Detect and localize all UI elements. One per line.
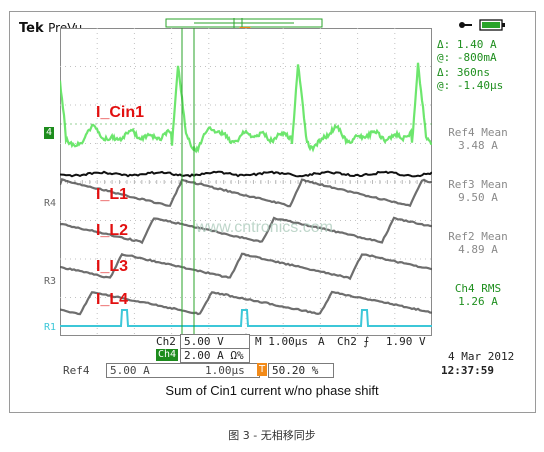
ref1-marker[interactable]: R1 [44, 322, 56, 333]
oscilloscope-display[interactable]: www.cntronics.com [60, 28, 432, 336]
timebase-label: M 1.00µs [255, 335, 308, 348]
ch4-scale-box[interactable]: 2.00 A Ω% [180, 348, 250, 363]
time-readout: 12:37:59 [441, 364, 494, 377]
trace-label-icin1: I_Cin1 [96, 104, 144, 122]
ch2-label: Ch2 [156, 335, 176, 348]
ref3-marker[interactable]: R3 [44, 276, 56, 287]
ref4-scale-box[interactable]: 5.00 A 1.00µs [106, 363, 260, 378]
brand-name: Tek [19, 21, 44, 36]
cursor-at-current: @: -800mA [437, 51, 497, 64]
trigger-pos-box[interactable]: 50.20 % [268, 363, 334, 378]
ref4-marker[interactable]: R4 [44, 198, 56, 209]
measurement-ref2-mean: Ref2 Mean 4.89 A [438, 230, 518, 256]
date-readout: 4 Mar 2012 [448, 350, 514, 363]
measurement-ref4-mean: Ref4 Mean 3.48 A [438, 126, 518, 152]
measurement-ch4-rms: Ch4 RMS 1.26 A [438, 282, 518, 308]
measurement-ref3-mean: Ref3 Mean 9.50 A [438, 178, 518, 204]
trace-label-il1: I_L1 [96, 186, 128, 204]
graticule [60, 28, 432, 336]
trace-label-il3: I_L3 [96, 258, 128, 276]
trigger-settings: Ch2 ⨍ 1.90 V [337, 335, 426, 348]
battery-icon [458, 18, 508, 32]
trigger-label: A [318, 335, 325, 348]
watermark: www.cntronics.com [195, 219, 333, 236]
ch2-scale-box[interactable]: 5.00 V [180, 334, 250, 349]
figure-caption-chinese: 图 3 - 无相移同步 [0, 427, 544, 443]
trace-label-il4: I_L4 [96, 291, 128, 309]
cursor-at-time: @: -1.40µs [437, 79, 503, 92]
trace-label-il2: I_L2 [96, 222, 128, 240]
trigger-pos-marker: T [257, 363, 267, 376]
cursor-readout-time: Δ: 360ns @: -1.40µs [437, 66, 503, 92]
ref4-label: Ref4 [63, 364, 90, 377]
ch4-marker[interactable]: 4 [44, 127, 54, 139]
cursor-delta-current: Δ: 1.40 A [437, 38, 497, 51]
cursor-readout-current: Δ: 1.40 A @: -800mA [437, 38, 497, 64]
cursor-delta-time: Δ: 360ns [437, 66, 503, 79]
figure-caption-english: Sum of Cin1 current w/no phase shift [0, 383, 544, 398]
ch4-label: Ch4 [156, 349, 178, 361]
